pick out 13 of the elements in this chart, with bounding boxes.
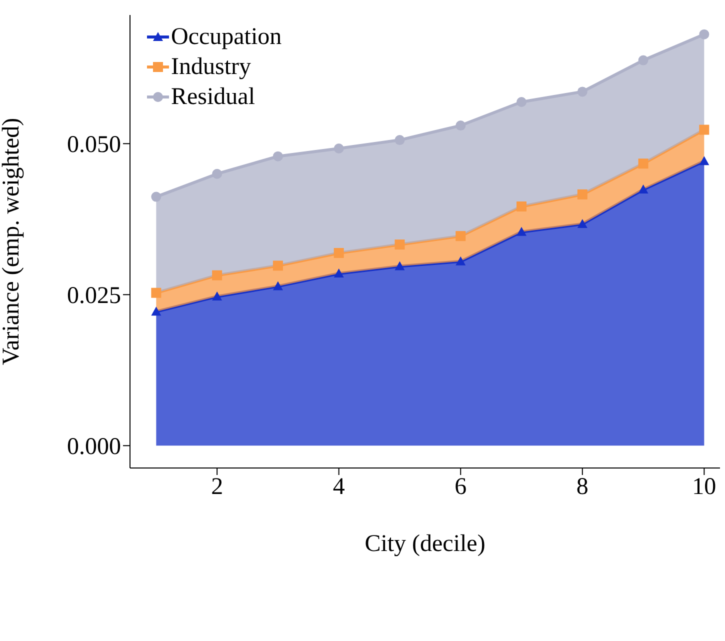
legend-label: Occupation [171, 24, 282, 50]
x-tick-label: 2 [211, 474, 224, 500]
x-tick-label: 10 [692, 474, 716, 500]
x-tick-label: 4 [332, 474, 345, 500]
y-tick-label: 0.000 [67, 434, 121, 460]
legend-label: Industry [171, 54, 251, 80]
y-tick-label: 0.025 [67, 283, 121, 310]
y-tick-label: 0.050 [67, 132, 121, 158]
x-axis-title: City (decile) [364, 531, 486, 557]
x-tick-label: 8 [576, 474, 588, 500]
legend-label: Residual [171, 84, 255, 110]
y-axis-title: Variance (emp. weighted) [0, 118, 25, 366]
x-tick-label: 6 [454, 474, 467, 500]
